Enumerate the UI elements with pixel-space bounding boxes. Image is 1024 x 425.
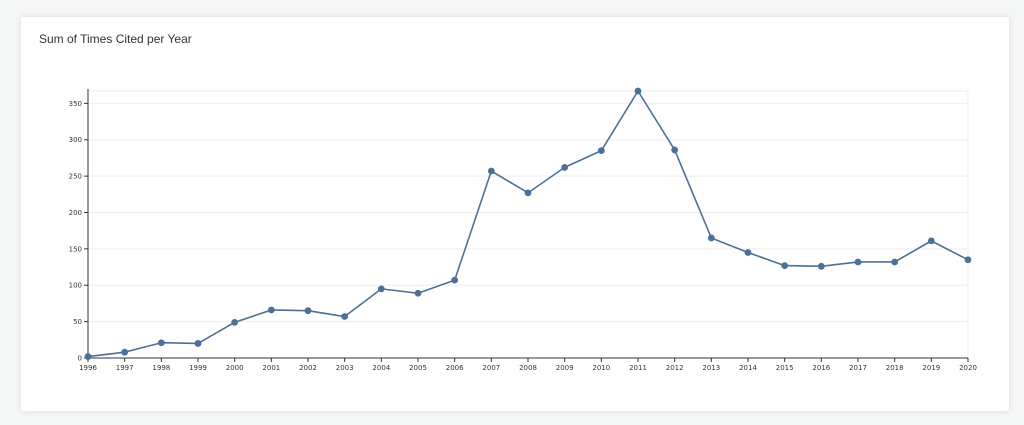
x-tick-label-2003: 2003: [336, 364, 354, 372]
data-point-2005: [414, 289, 422, 297]
data-point-2002: [304, 307, 312, 315]
chart-card: Sum of Times Cited per Year 0 50 100 150 200…: [21, 17, 1009, 411]
x-tick-label-1998: 1998: [152, 364, 170, 372]
y-tick-label-0: 0: [78, 355, 82, 363]
chart-title: Sum of Times Cited per Year: [39, 32, 192, 46]
x-tick-label-2013: 2013: [702, 364, 720, 372]
y-tick-label-50: 50: [73, 318, 82, 326]
x-tick-label-2015: 2015: [776, 364, 794, 372]
x-tick-label-1997: 1997: [116, 364, 134, 372]
y-tick-label-200: 200: [69, 209, 82, 217]
x-tick-label-2011: 2011: [629, 364, 647, 372]
y-tick-label-350: 350: [69, 100, 82, 108]
x-tick-label-2009: 2009: [556, 364, 574, 372]
x-tick-label-2001: 2001: [262, 364, 280, 372]
x-tick-label-2016: 2016: [812, 364, 830, 372]
data-point-1999: [194, 340, 202, 347]
x-tick-label-2010: 2010: [592, 364, 610, 372]
data-point-2004: [377, 285, 385, 293]
data-point-2017: [854, 258, 862, 266]
x-tick-label-2012: 2012: [666, 364, 684, 372]
data-point-2016: [817, 262, 825, 270]
x-tick-label-2017: 2017: [849, 364, 867, 372]
series-line: [87, 90, 969, 358]
x-tick-label-2018: 2018: [886, 364, 904, 372]
data-point-2018: [891, 258, 899, 266]
data-point-2006: [451, 276, 459, 284]
x-tick-label-2007: 2007: [482, 364, 500, 372]
data-point-2015: [781, 262, 789, 270]
x-tick-label-2008: 2008: [519, 364, 537, 372]
data-point-2013: [707, 234, 715, 242]
data-point-2008: [524, 189, 532, 197]
data-point-1997: [121, 348, 129, 356]
y-tick-label-300: 300: [69, 136, 82, 144]
data-point-2020: [964, 256, 972, 264]
x-tick-label-2019: 2019: [922, 364, 940, 372]
data-point-2009: [561, 163, 569, 171]
data-point-2014: [744, 249, 752, 256]
y-tick-label-150: 150: [69, 245, 82, 253]
y-tick-label-100: 100: [69, 282, 82, 290]
x-tick-label-1996: 1996: [79, 364, 97, 372]
x-tick-label-2000: 2000: [226, 364, 244, 372]
data-point-2019: [927, 237, 935, 245]
data-point-2010: [597, 147, 605, 155]
data-point-2011: [634, 87, 642, 95]
y-tick-label-250: 250: [69, 173, 82, 181]
data-point-2003: [341, 313, 349, 320]
x-tick-label-2020: 2020: [959, 364, 977, 372]
x-tick-label-1999: 1999: [189, 364, 207, 372]
x-tick-label-2014: 2014: [739, 364, 757, 372]
data-point-2001: [267, 306, 275, 314]
data-point-1998: [157, 339, 165, 347]
data-point-2007: [487, 167, 495, 175]
data-point-1996: [84, 353, 92, 360]
line-chart: 0 50 100 150 200 250 300 350 1996 1997 1998 1999 200…: [69, 87, 977, 372]
x-tick-label-2002: 2002: [299, 364, 317, 372]
x-tick-label-2005: 2005: [409, 364, 427, 372]
x-tick-label-2004: 2004: [372, 364, 390, 372]
data-point-2000: [231, 318, 239, 326]
x-tick-label-2006: 2006: [446, 364, 464, 372]
data-point-2012: [671, 146, 679, 154]
